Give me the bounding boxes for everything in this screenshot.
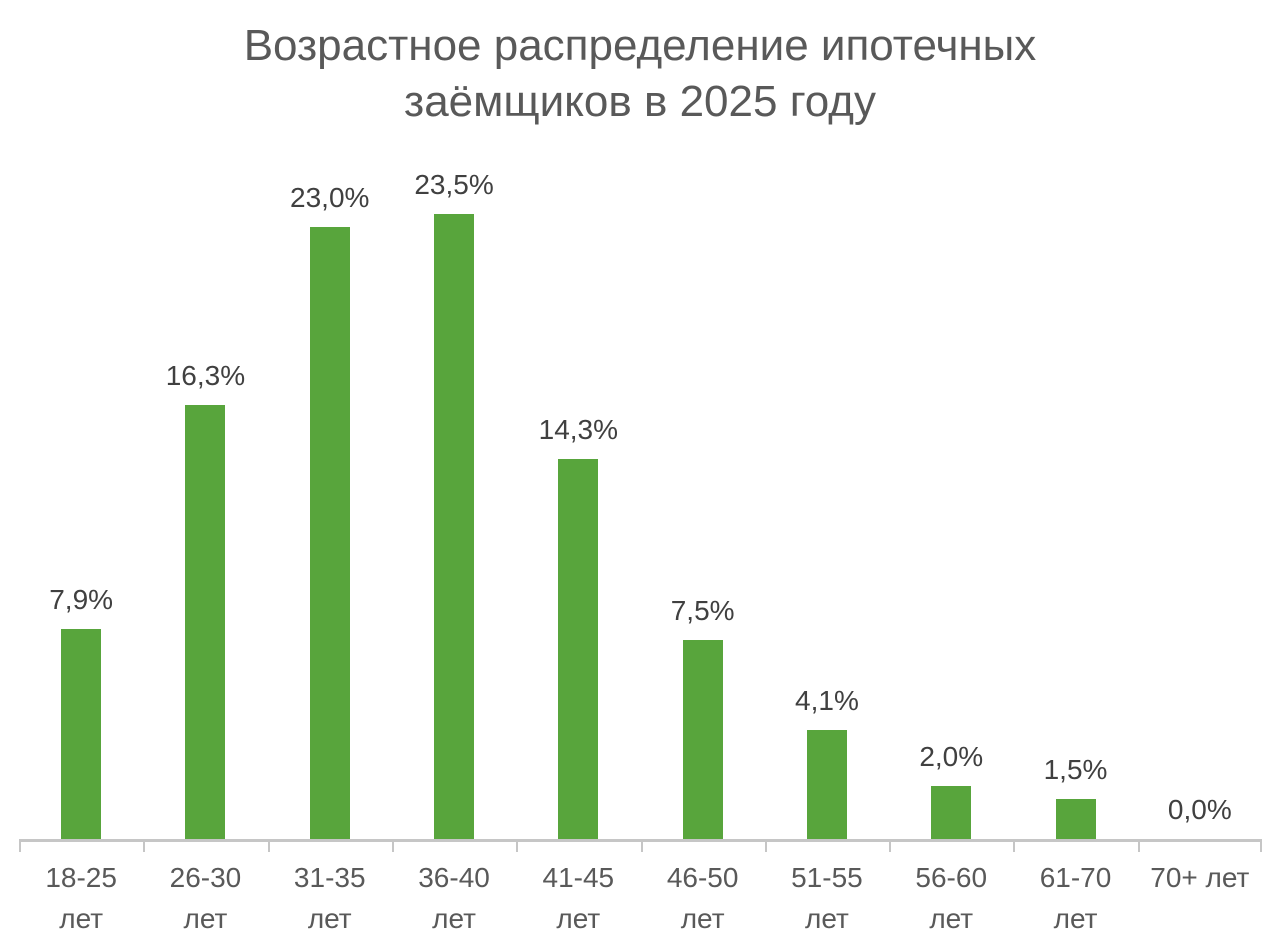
bar-value-label: 2,0%: [919, 741, 984, 772]
bar-slot: 23,5%: [392, 139, 516, 839]
bar-slot: 7,5%: [640, 139, 764, 839]
bar-value-label: 7,9%: [49, 584, 114, 615]
bar-value-label: 4,1%: [795, 685, 859, 716]
x-axis-label: 46-50 лет: [640, 852, 764, 939]
x-axis-tick: [19, 839, 21, 852]
bar: [434, 214, 475, 839]
plot-area: 7,9% 16,3% 23,0% 23,5% 14,3% 7,5% 4,1% 2,0% 1,5%…: [19, 139, 1262, 839]
chart-title: Возрастное распределение ипотечных заёмщ…: [0, 18, 1280, 130]
x-axis-label-text: 41-45 лет: [542, 862, 615, 934]
x-axis-label-text: 26-30 лет: [169, 862, 242, 934]
x-axis-tick: [392, 839, 394, 852]
bar-slot: 23,0%: [268, 139, 392, 839]
bar-value-label: 0,0%: [1167, 794, 1232, 825]
x-axis-label: 18-25 лет: [19, 852, 143, 939]
bar-value-label: 7,5%: [670, 595, 735, 626]
x-axis-label-text: 46-50 лет: [666, 862, 739, 934]
bar-value-label: 16,3%: [165, 360, 246, 391]
bar: [558, 459, 599, 839]
x-axis-labels: 18-25 лет 26-30 лет 31-35 лет 36-40 лет 41-4…: [19, 852, 1262, 939]
x-axis-tick: [1013, 839, 1015, 852]
x-axis-label-text: 51-55 лет: [791, 862, 863, 934]
x-axis-tick: [268, 839, 270, 852]
bar-slot: 2,0%: [889, 139, 1013, 839]
x-axis-tick: [143, 839, 145, 852]
bar: [61, 629, 102, 839]
x-axis-label: 61-70 лет: [1013, 852, 1137, 939]
bar-value-label: 1,5%: [1043, 754, 1108, 785]
bar-slot: 7,9%: [19, 139, 143, 839]
chart-title-text: Возрастное распределение ипотечных заёмщ…: [243, 21, 1037, 126]
x-axis-label: 31-35 лет: [268, 852, 392, 939]
bar-slot: 14,3%: [516, 139, 640, 839]
x-axis-tick: [1138, 839, 1140, 852]
bar: [185, 405, 226, 839]
x-axis-label: 41-45 лет: [516, 852, 640, 939]
x-axis-tick: [641, 839, 643, 852]
bar: [931, 786, 972, 839]
x-axis-tick: [889, 839, 891, 852]
bar-value-label: 23,0%: [290, 182, 370, 213]
x-axis-line: [19, 839, 1262, 842]
bar: [682, 640, 723, 839]
bar-value-label: 23,5%: [414, 169, 494, 200]
bar-slot: 1,5%: [1013, 139, 1137, 839]
x-axis-label: 56-60 лет: [889, 852, 1013, 939]
bar: [806, 730, 847, 839]
x-axis-label: 26-30 лет: [143, 852, 267, 939]
bar-slot: 0,0%: [1138, 139, 1262, 839]
bar: [1055, 799, 1096, 839]
x-axis-label: 36-40 лет: [392, 852, 516, 939]
x-axis-tick: [516, 839, 518, 852]
bar-slot: 16,3%: [143, 139, 267, 839]
bar: [309, 227, 350, 839]
x-axis-label-text: 31-35 лет: [293, 862, 366, 934]
x-axis-label: 70+ лет: [1138, 852, 1262, 898]
bar-slot: 4,1%: [765, 139, 889, 839]
x-axis-ticks: [19, 839, 1262, 853]
x-axis-label-text: 36-40 лет: [418, 862, 490, 934]
x-axis-tick: [1260, 839, 1262, 852]
x-axis-label-text: 70+ лет: [1150, 862, 1250, 893]
x-axis-label-text: 61-70 лет: [1039, 862, 1112, 934]
bar-value-label: 14,3%: [538, 414, 619, 445]
x-axis-tick: [765, 839, 767, 852]
x-axis-label-text: 56-60 лет: [915, 862, 988, 934]
x-axis-label-text: 18-25 лет: [45, 862, 117, 934]
x-axis-label: 51-55 лет: [765, 852, 889, 939]
